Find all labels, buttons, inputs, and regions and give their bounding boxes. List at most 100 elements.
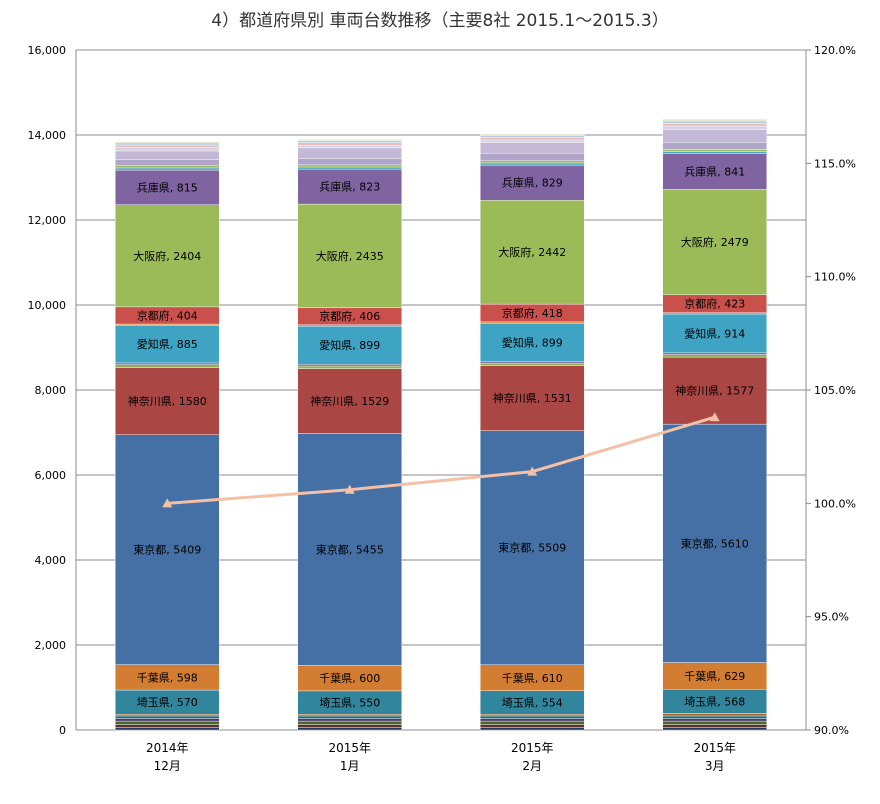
data-label: 千葉県, 610 [502, 671, 563, 685]
data-label: 神奈川県, 1580 [128, 394, 207, 408]
bar-segment [480, 724, 585, 728]
bar-segment [297, 727, 402, 731]
chart-title: 4）都道府県別 車両台数推移（主要8社 2015.1～2015.3） [211, 11, 669, 31]
x-tick-label: 2014年 [146, 741, 189, 755]
bar-segment [662, 713, 767, 717]
bar-segment [115, 367, 220, 435]
y-left-tick-label: 12,000 [28, 214, 67, 227]
data-label: 愛知県, 885 [137, 337, 198, 351]
bar-segment [480, 139, 585, 143]
bar-segment [297, 166, 402, 170]
bar-segment [480, 322, 585, 362]
bar-segment [297, 720, 402, 725]
bar-segment [115, 364, 220, 368]
bar-segment [297, 164, 402, 168]
y-right-tick-label: 90.0% [814, 724, 849, 737]
x-tick-label: 1月 [340, 759, 360, 773]
bar-segment [297, 365, 402, 369]
bar-segment [115, 727, 220, 731]
x-tick-label: 2015年 [693, 741, 736, 755]
bar-segment [115, 720, 220, 725]
bar-segment [480, 200, 585, 305]
bar-segment [115, 724, 220, 728]
bar-segment [662, 119, 767, 122]
bar-segment [297, 147, 402, 159]
line-marker [709, 412, 720, 422]
bar-segment [662, 125, 767, 130]
bar-segment [297, 433, 402, 666]
y-right-tick-label: 105.0% [814, 384, 856, 397]
bar-segment [662, 151, 767, 154]
bar-segment [297, 139, 402, 141]
bar-segment [662, 718, 767, 722]
data-label: 兵庫県, 815 [137, 180, 198, 194]
ratio-line-path [167, 415, 716, 505]
bar-segment [297, 368, 402, 434]
bar-segment [662, 724, 767, 728]
data-label: 東京都, 5409 [133, 543, 201, 557]
data-label: 神奈川県, 1531 [493, 391, 572, 405]
bar-segment [115, 165, 220, 169]
data-label: 埼玉県, 550 [319, 696, 380, 710]
y-left-tick-label: 14,000 [28, 129, 67, 142]
bar-segment [297, 142, 402, 146]
bar-segment [480, 365, 585, 431]
bar-segment [115, 689, 220, 715]
bar-segment [662, 153, 767, 190]
bar-segment [115, 204, 220, 308]
bar-segment [115, 142, 220, 146]
bar-segment [115, 169, 220, 205]
bar-segment [115, 147, 220, 152]
bar-segment [480, 152, 585, 162]
bar-segment [480, 361, 585, 364]
bar-segment [662, 727, 767, 731]
bar-stacks [115, 119, 767, 731]
bar-segment [115, 664, 220, 691]
x-tick-label: 2015年 [511, 741, 554, 755]
bar-segment [662, 189, 767, 295]
ratio-line [162, 412, 720, 508]
bar-segment [115, 325, 220, 364]
bar-segment [480, 714, 585, 717]
data-label: 兵庫県, 823 [319, 180, 380, 194]
y-left-tick-label: 0 [59, 724, 66, 737]
data-label: 京都府, 423 [684, 297, 745, 311]
bar-segment [297, 714, 402, 717]
y-left-tick-label: 10,000 [28, 299, 67, 312]
bar-segment [480, 137, 585, 141]
line-marker [162, 498, 173, 508]
bar-segment [115, 150, 220, 160]
bar-segment [662, 149, 767, 152]
axes: 0 2,000 4,000 6,000 8,000 10,000 12,000 14,000 1… [28, 44, 856, 773]
bar-segment [115, 362, 220, 365]
y-right-tick-label: 95.0% [814, 611, 849, 624]
y-left-tick-label: 2,000 [35, 639, 67, 652]
data-label: 京都府, 406 [319, 309, 380, 323]
data-label: 千葉県, 629 [684, 669, 745, 683]
data-label: 東京都, 5455 [316, 542, 384, 556]
y-left-tick-label: 8,000 [35, 384, 67, 397]
data-label: 埼玉県, 554 [502, 696, 563, 710]
bar-segment [480, 142, 585, 154]
bar-segment [115, 167, 220, 171]
bar-segment [480, 162, 585, 166]
x-tick-label: 2015年 [328, 741, 371, 755]
bar-segment [297, 724, 402, 728]
bar-segment [115, 715, 220, 719]
x-tick-label: 12月 [154, 759, 181, 773]
y-left-tick-label: 4,000 [35, 554, 67, 567]
bar-segment [115, 714, 220, 717]
bar-segment [297, 665, 402, 692]
bar-segment [115, 718, 220, 722]
data-label: 神奈川県, 1529 [310, 394, 389, 408]
y-right-tick-label: 120.0% [814, 44, 856, 57]
bar-segment [480, 133, 585, 136]
bar-segment [297, 715, 402, 719]
bar-segment [480, 715, 585, 719]
bar-segment [297, 145, 402, 149]
data-label: 愛知県, 899 [502, 335, 563, 349]
bar-segment [662, 720, 767, 725]
data-label: 大阪府, 2404 [133, 249, 201, 263]
y-left-tick-label: 16,000 [28, 44, 67, 57]
